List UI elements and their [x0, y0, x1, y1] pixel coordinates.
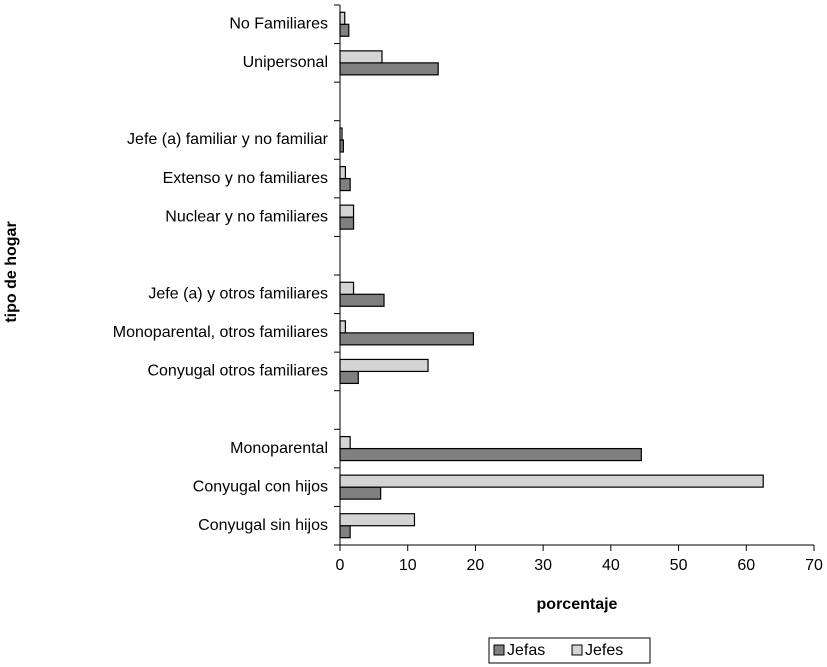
- bar: [339, 204, 355, 218]
- bar: [339, 11, 346, 25]
- bar: [339, 177, 351, 192]
- x-tick-label: 60: [737, 557, 755, 574]
- y-axis-title: tipo de hogar: [3, 221, 20, 322]
- y-tick-label: Monoparental: [230, 440, 328, 457]
- x-tick-label: 0: [336, 557, 345, 574]
- legend-box: [488, 637, 651, 664]
- x-tick-label: 50: [670, 557, 688, 574]
- bar: [339, 62, 439, 76]
- y-tick-label: Jefe (a) y otros familiares: [148, 286, 328, 303]
- bar: [339, 513, 416, 527]
- bar: [339, 50, 383, 64]
- bar: [339, 447, 642, 462]
- y-tick-label: Unipersonal: [243, 54, 328, 71]
- y-tick-label: Nuclear y no familiares: [165, 208, 328, 225]
- y-tick-label: Extenso y no familiares: [163, 170, 328, 187]
- y-tick-label: Jefe (a) familiar y no familiar: [127, 131, 329, 148]
- x-tick-label: 10: [399, 557, 417, 574]
- y-tick-label: Conyugal sin hijos: [198, 517, 328, 534]
- bar: [339, 165, 347, 180]
- bar: [339, 139, 344, 153]
- bar: [339, 281, 355, 295]
- bar: [339, 320, 347, 334]
- x-tick-label: 70: [805, 557, 823, 574]
- bar: [339, 435, 351, 450]
- bar: [339, 525, 351, 539]
- y-tick-label: Conyugal con hijos: [193, 478, 328, 495]
- x-tick-label: 30: [534, 557, 552, 574]
- x-axis-title: porcentaje: [537, 596, 618, 613]
- x-tick-label: 20: [467, 557, 485, 574]
- y-tick-label: No Familiares: [229, 16, 328, 33]
- y-tick-label: Conyugal otros familiares: [147, 363, 328, 380]
- bar: [339, 216, 355, 230]
- legend-swatch: [571, 644, 583, 656]
- x-tick-label: 40: [602, 557, 620, 574]
- bar: [339, 293, 385, 307]
- legend-swatch: [493, 644, 505, 656]
- bar: [339, 358, 429, 373]
- bar: [339, 23, 350, 37]
- y-tick-label: Monoparental, otros familiares: [113, 324, 328, 341]
- legend-label: Jefas: [507, 642, 545, 659]
- bar: [339, 474, 764, 488]
- bar: [339, 332, 474, 346]
- bar: [339, 370, 359, 385]
- legend-label: Jefes: [585, 642, 623, 659]
- bar: [339, 486, 382, 500]
